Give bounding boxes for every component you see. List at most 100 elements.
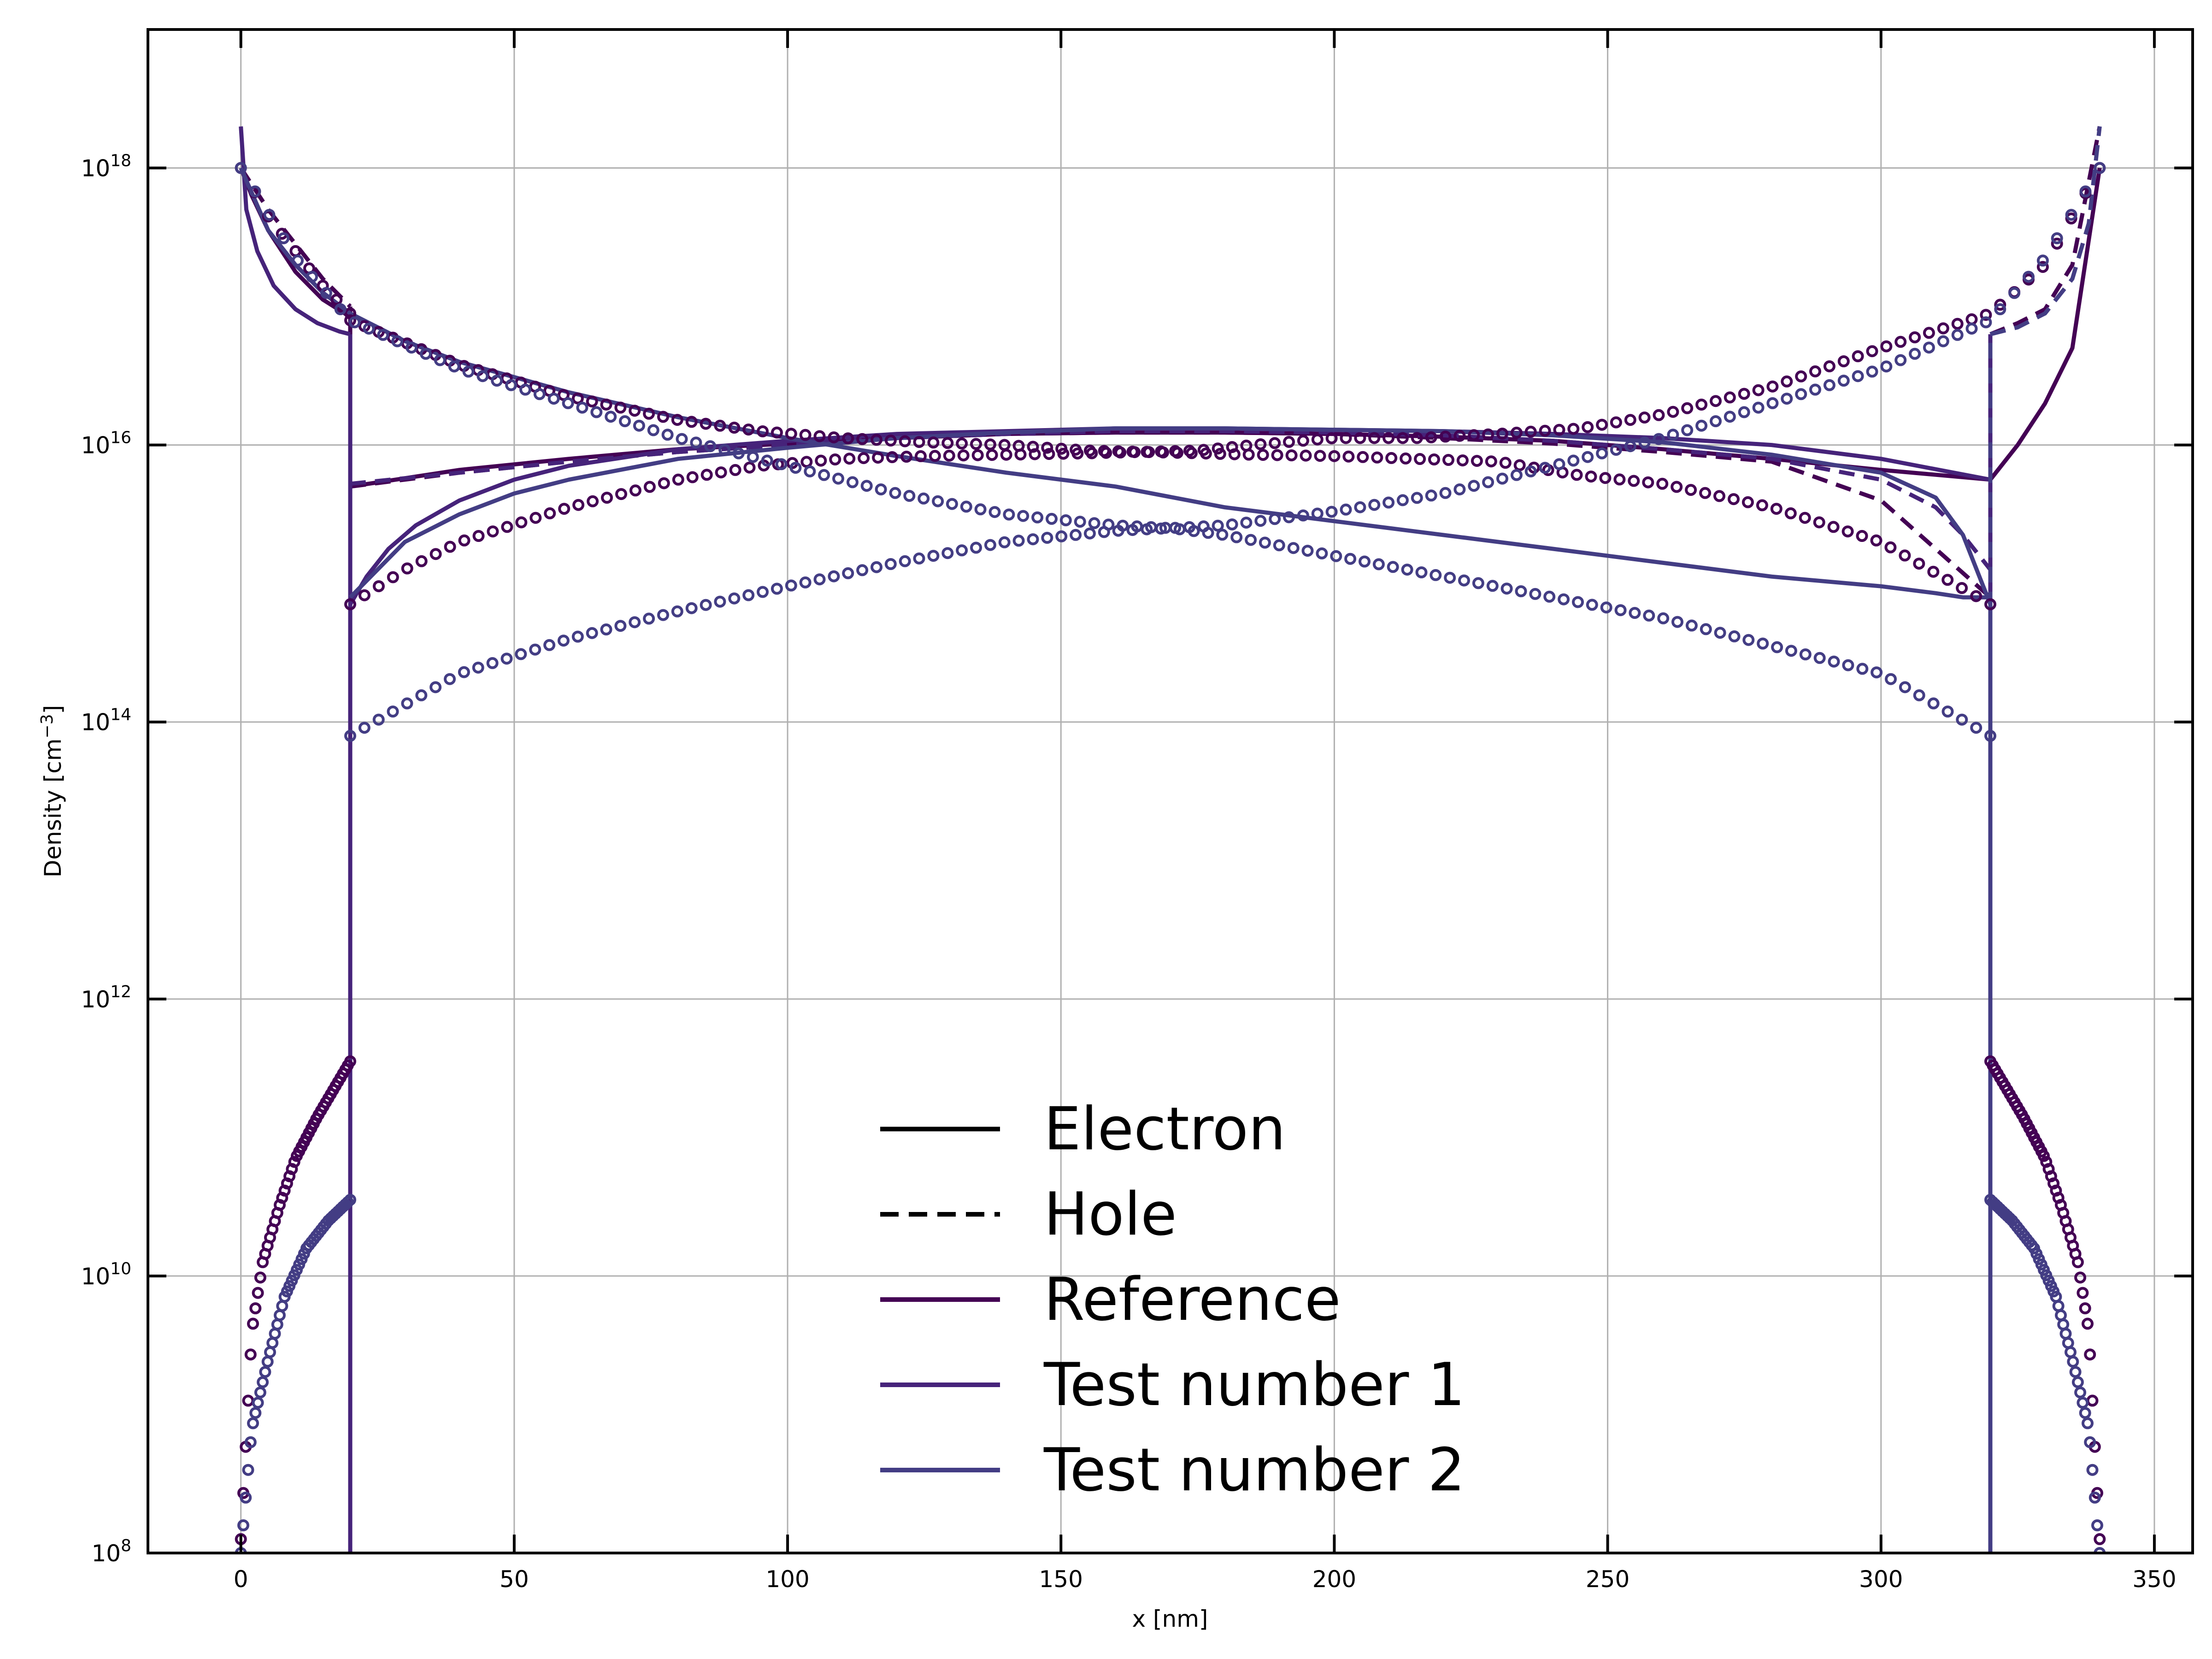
data-point-marker xyxy=(1685,484,1697,496)
legend: Electron Hole Reference Test number 1 Test n… xyxy=(880,1095,1465,1505)
data-point-marker xyxy=(590,406,603,418)
data-point-marker xyxy=(657,609,669,621)
data-point-marker xyxy=(1586,599,1598,611)
data-point-marker xyxy=(2094,162,2106,174)
data-point-marker xyxy=(1183,445,1195,457)
data-point-marker xyxy=(2008,287,2021,299)
data-point-marker xyxy=(815,454,827,467)
data-point-marker xyxy=(1866,365,1878,378)
legend-label: Hole xyxy=(1044,1180,1177,1249)
data-point-marker xyxy=(1372,558,1385,571)
data-point-marker xyxy=(1795,370,1807,382)
data-point-marker xyxy=(1070,443,1082,456)
data-point-marker xyxy=(842,432,854,445)
data-point-marker xyxy=(448,360,460,373)
data-point-marker xyxy=(2084,1348,2096,1361)
data-point-marker xyxy=(1629,607,1641,619)
data-point-marker xyxy=(829,453,841,465)
data-point-marker xyxy=(1941,574,1954,586)
data-point-marker xyxy=(813,573,826,586)
data-point-marker xyxy=(943,449,955,462)
data-point-marker xyxy=(1283,511,1295,524)
data-point-marker xyxy=(1965,323,1978,335)
data-point-marker xyxy=(477,370,489,382)
data-point-marker xyxy=(1328,450,1341,462)
data-point-marker xyxy=(614,401,627,414)
data-point-marker xyxy=(444,673,456,685)
data-point-marker xyxy=(2088,1491,2101,1504)
data-point-marker xyxy=(629,616,641,629)
data-point-marker xyxy=(252,1396,264,1409)
data-point-marker xyxy=(743,461,756,474)
data-point-marker xyxy=(1385,452,1398,464)
data-point-marker xyxy=(2082,1318,2094,1330)
data-point-marker xyxy=(1216,529,1229,541)
data-point-marker xyxy=(1913,689,1925,701)
data-point-marker xyxy=(1728,630,1741,642)
data-point-marker xyxy=(1430,569,1442,581)
data-point-marker xyxy=(1937,335,1949,347)
data-point-marker xyxy=(804,465,816,477)
data-point-marker xyxy=(544,507,556,519)
data-point-marker xyxy=(240,1491,252,1504)
data-point-marker xyxy=(1653,409,1665,421)
data-point-marker xyxy=(1852,350,1864,362)
data-point-marker xyxy=(263,209,276,221)
data-point-marker xyxy=(1212,519,1224,532)
data-point-marker xyxy=(828,431,840,444)
y-tick-base: 10 xyxy=(81,986,111,1013)
data-point-marker xyxy=(1681,424,1694,436)
data-point-marker xyxy=(690,436,702,449)
data-point-marker xyxy=(775,458,788,471)
data-point-marker xyxy=(1316,547,1328,559)
data-point-marker xyxy=(1112,524,1124,537)
data-point-marker xyxy=(1572,596,1584,608)
data-point-marker xyxy=(984,539,996,551)
data-point-marker xyxy=(377,329,389,341)
data-point-marker xyxy=(700,599,712,611)
data-point-marker xyxy=(1795,388,1807,400)
data-point-marker xyxy=(1713,490,1725,502)
data-point-marker xyxy=(956,544,968,557)
data-point-marker xyxy=(970,541,982,554)
data-point-marker xyxy=(643,481,656,493)
y-tick-exponent: 18 xyxy=(110,152,131,171)
data-point-marker xyxy=(1909,331,1921,343)
data-point-marker xyxy=(1500,582,1513,595)
data-point-marker xyxy=(1311,507,1324,520)
data-point-marker xyxy=(1742,634,1755,646)
data-point-marker xyxy=(1642,476,1654,488)
series-line xyxy=(239,126,351,336)
data-point-marker xyxy=(785,428,797,440)
data-point-marker xyxy=(429,548,442,560)
data-point-marker xyxy=(1913,558,1925,570)
data-point-marker xyxy=(1012,440,1025,452)
data-point-marker xyxy=(1387,561,1399,573)
data-point-marker xyxy=(1553,424,1565,436)
data-point-marker xyxy=(1970,722,1983,734)
data-point-marker xyxy=(1899,681,1911,694)
data-point-marker xyxy=(856,433,869,445)
data-point-marker xyxy=(1667,429,1679,441)
x-tick-label: 250 xyxy=(1586,1566,1630,1593)
data-point-marker xyxy=(1956,713,1968,726)
data-point-marker xyxy=(1098,445,1110,457)
x-tick-label: 150 xyxy=(1039,1566,1083,1593)
data-point-marker xyxy=(1539,424,1551,437)
data-point-marker xyxy=(1757,637,1769,650)
data-point-marker xyxy=(686,471,699,483)
data-point-marker xyxy=(970,438,982,450)
data-point-marker xyxy=(1871,666,1883,679)
data-point-marker xyxy=(1813,516,1825,529)
data-point-marker xyxy=(828,570,840,582)
data-point-marker xyxy=(1980,316,1992,329)
data-point-marker xyxy=(1543,590,1556,603)
data-point-marker xyxy=(519,383,531,396)
data-point-marker xyxy=(643,612,655,625)
data-point-marker xyxy=(247,1318,259,1330)
data-point-marker xyxy=(1041,441,1053,454)
data-point-marker xyxy=(1297,435,1309,447)
data-point-marker xyxy=(1610,444,1622,456)
data-point-marker xyxy=(1695,419,1708,432)
